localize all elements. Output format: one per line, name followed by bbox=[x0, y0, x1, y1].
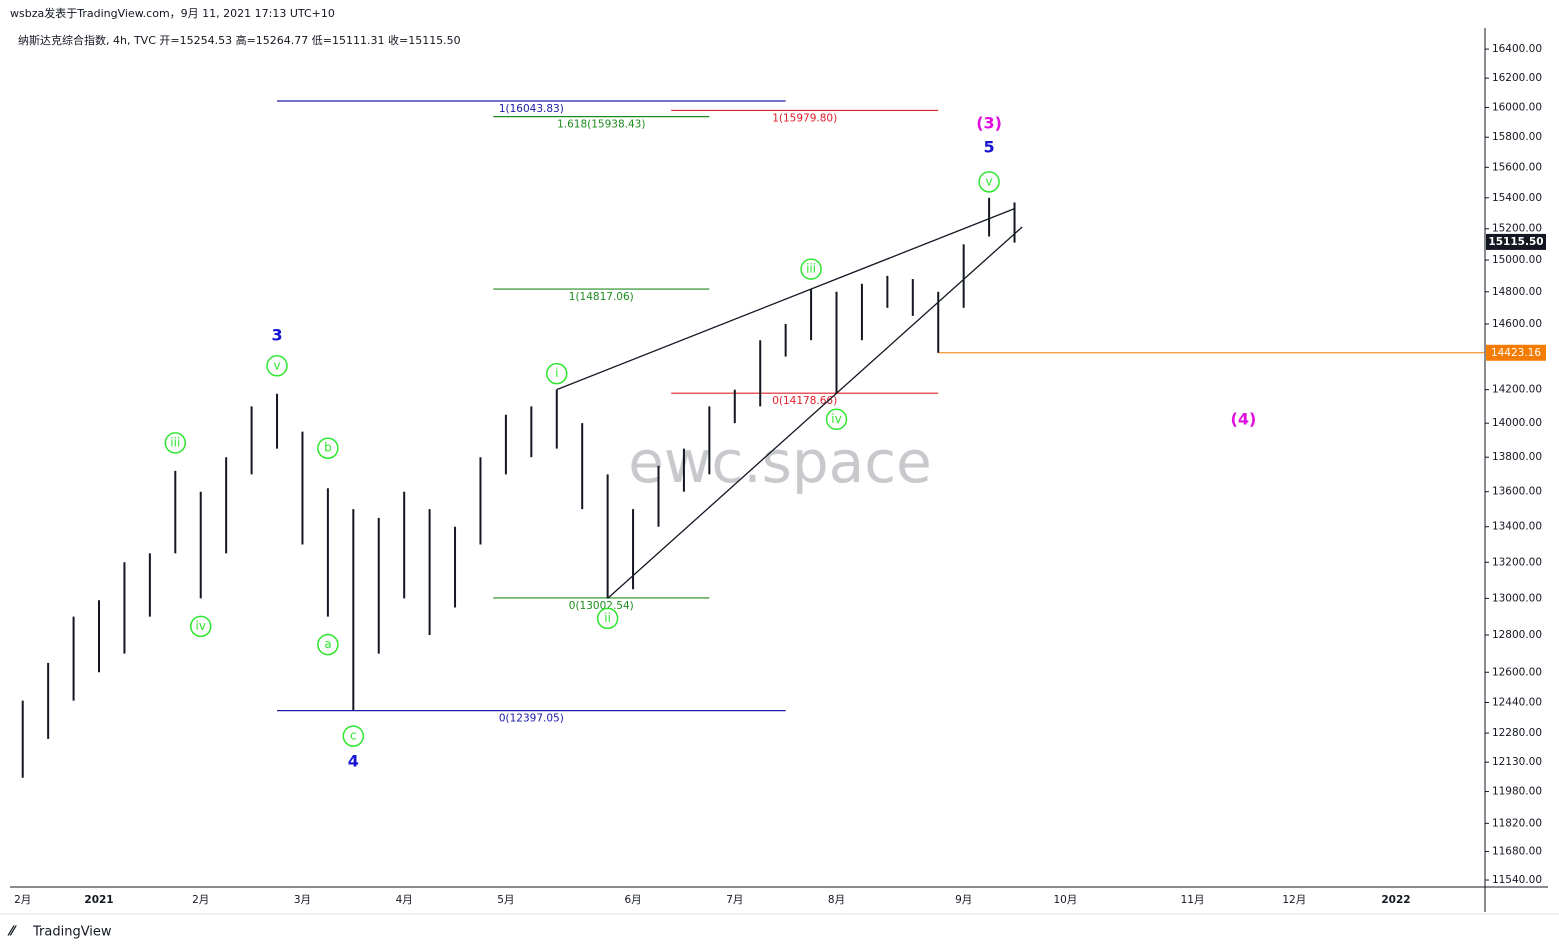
wave-label: v bbox=[273, 358, 280, 372]
y-tick-label: 12600.00 bbox=[1492, 666, 1542, 678]
wave-label: 3 bbox=[271, 325, 282, 344]
x-tick-label: 4月 bbox=[396, 894, 413, 906]
wave-label: (4) bbox=[1231, 409, 1257, 428]
y-tick-label: 12800.00 bbox=[1492, 629, 1542, 641]
x-tick-label: 2022 bbox=[1381, 894, 1410, 906]
y-tick-label: 13600.00 bbox=[1492, 486, 1542, 498]
wave-circle bbox=[189, 615, 212, 638]
wave-circle bbox=[164, 432, 187, 454]
y-tick-label: 11680.00 bbox=[1492, 846, 1542, 858]
wave-label: i bbox=[555, 366, 558, 380]
x-tick-label: 6月 bbox=[624, 894, 641, 906]
watermark: ewc.space bbox=[628, 428, 932, 496]
y-tick-label: 13200.00 bbox=[1492, 556, 1542, 568]
wave-label: 5 bbox=[984, 137, 995, 156]
y-tick-label: 14800.00 bbox=[1492, 286, 1542, 298]
y-tick-label: 14000.00 bbox=[1492, 417, 1542, 429]
wave-circle bbox=[800, 258, 822, 280]
fib-label: 1(16043.83) bbox=[499, 103, 564, 115]
fib-label: 1.618(15938.43) bbox=[557, 119, 645, 131]
wave-circle bbox=[317, 633, 339, 656]
trend-line bbox=[556, 208, 1015, 391]
level-tag bbox=[1486, 344, 1546, 361]
wave-circle bbox=[978, 171, 1000, 193]
y-tick-label: 11980.00 bbox=[1492, 786, 1542, 798]
y-tick-label: 12130.00 bbox=[1492, 756, 1542, 768]
y-tick-label: 15800.00 bbox=[1492, 131, 1542, 143]
x-tick-label: 11月 bbox=[1181, 894, 1205, 906]
publisher: wsbza发表于TradingView.com，9月 11, 2021 17:1… bbox=[10, 6, 335, 20]
x-tick-label: 8月 bbox=[828, 894, 845, 906]
wave-label: iv bbox=[196, 619, 206, 633]
y-tick-label: 12280.00 bbox=[1492, 727, 1542, 739]
wave-label: ii bbox=[604, 611, 611, 625]
fib-label: 1(15979.80) bbox=[772, 112, 837, 124]
y-tick-label: 16000.00 bbox=[1492, 101, 1542, 113]
x-tick-label: 2月 bbox=[192, 894, 209, 906]
x-tick-label: 2021 bbox=[84, 894, 113, 906]
symbol-info: 纳斯达克综合指数, 4h, TVC 开=15254.53 高=15264.77 … bbox=[18, 33, 461, 47]
wave-label: iv bbox=[831, 412, 841, 426]
fib-label: 0(14178.66) bbox=[772, 395, 837, 407]
trend-line bbox=[607, 226, 1023, 599]
y-tick-label: 12440.00 bbox=[1492, 696, 1542, 708]
y-tick-label: 15000.00 bbox=[1492, 254, 1542, 266]
fib-label: 0(12397.05) bbox=[499, 713, 564, 725]
x-tick-label: 7月 bbox=[726, 894, 743, 906]
y-tick-label: 13800.00 bbox=[1492, 451, 1542, 463]
wave-circle bbox=[546, 362, 568, 385]
x-tick-label: 12月 bbox=[1282, 894, 1306, 906]
footer-brand: TradingView bbox=[32, 925, 112, 940]
logo: ⁄⁄ bbox=[7, 925, 17, 940]
wave-label: iii bbox=[806, 262, 816, 276]
y-tick-label: 15400.00 bbox=[1492, 192, 1542, 204]
y-tick-label: 14600.00 bbox=[1492, 318, 1542, 330]
wave-circle bbox=[596, 607, 619, 630]
x-tick-label: 10月 bbox=[1053, 894, 1077, 906]
x-tick-label: 3月 bbox=[294, 894, 311, 906]
last-price-tag bbox=[1486, 233, 1546, 250]
y-tick-label: 11540.00 bbox=[1492, 874, 1542, 886]
y-tick-label: 11820.00 bbox=[1492, 817, 1542, 829]
y-tick-label: 13000.00 bbox=[1492, 592, 1542, 604]
wave-circle bbox=[317, 437, 339, 459]
wave-label: iii bbox=[170, 435, 180, 449]
x-tick-label: 2月 bbox=[14, 894, 31, 906]
fib-label: 0(13002.54) bbox=[569, 600, 634, 612]
wave-label: c bbox=[350, 729, 357, 743]
fib-label: 1(14817.06) bbox=[569, 291, 634, 303]
last-price-label: 15115.50 bbox=[1488, 236, 1543, 248]
x-tick-label: 9月 bbox=[955, 894, 972, 906]
level-tag-label: 14423.16 bbox=[1491, 347, 1541, 359]
wave-circle bbox=[266, 355, 288, 377]
y-tick-label: 16400.00 bbox=[1492, 43, 1542, 55]
y-tick-label: 15600.00 bbox=[1492, 161, 1542, 173]
wave-circle bbox=[342, 725, 365, 747]
y-tick-label: 13400.00 bbox=[1492, 521, 1542, 533]
y-tick-label: 15200.00 bbox=[1492, 223, 1542, 235]
y-tick-label: 14200.00 bbox=[1492, 384, 1542, 396]
x-tick-label: 5月 bbox=[497, 894, 514, 906]
wave-label: 4 bbox=[348, 752, 359, 771]
wave-label: b bbox=[324, 441, 332, 455]
wave-label: a bbox=[324, 637, 331, 651]
wave-label: v bbox=[986, 174, 993, 188]
wave-circle bbox=[825, 408, 848, 431]
wave-label: (3) bbox=[976, 113, 1002, 132]
y-tick-label: 16200.00 bbox=[1492, 72, 1542, 84]
